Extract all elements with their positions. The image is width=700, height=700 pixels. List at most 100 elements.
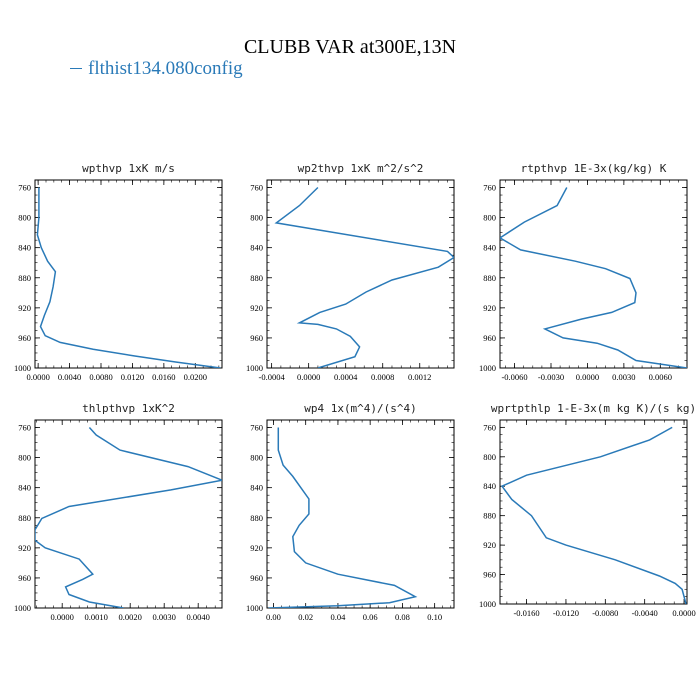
panel-6: wprtpthlp 1-E-3x(m kg K)/(s kg) 760 800 840… (479, 402, 696, 618)
plot-frame (266, 419, 455, 609)
x-tick-label: 0.0040 (187, 612, 210, 622)
y-tick-label: 880 (18, 273, 31, 283)
panel-title: wp2thvp 1xK m^2/s^2 (298, 162, 424, 175)
x-tick-label: 0.0120 (121, 372, 144, 382)
x-tick-label: 0.0000 (297, 372, 320, 382)
y-tick-label: 920 (250, 303, 263, 313)
x-tick-label: 0.0040 (58, 372, 81, 382)
plot-frame (266, 179, 455, 369)
y-tick-label: 880 (250, 513, 263, 523)
y-tick-label: 1000 (246, 363, 263, 373)
x-tick-label: 0.0000 (51, 612, 74, 622)
x-tick-label: 0.04 (330, 612, 346, 622)
y-tick-label: 840 (250, 243, 263, 253)
y-tick-label: 920 (483, 540, 496, 550)
panel-4: thlpthvp 1xK^2 760 800 840 880 920 960 1000 0.00… (14, 402, 223, 622)
x-tick-label: 0.10 (427, 612, 442, 622)
panel-title: wp4 1x(m^4)/(s^4) (304, 402, 417, 415)
x-tick-label: 0.0030 (153, 612, 176, 622)
y-tick-label: 760 (18, 183, 31, 193)
y-tick-label: 800 (483, 213, 496, 223)
y-tick-label: 920 (483, 303, 496, 313)
x-tick-label: 0.0060 (649, 372, 672, 382)
plot-frame (499, 419, 688, 605)
x-tick-label: 0.0008 (371, 372, 394, 382)
y-tick-label: 760 (250, 423, 263, 433)
y-tick-label: 880 (18, 513, 31, 523)
series-line (36, 187, 221, 368)
y-tick-label: 920 (18, 543, 31, 553)
y-tick-label: 760 (18, 423, 31, 433)
y-tick-label: 1000 (479, 363, 496, 373)
y-tick-label: 840 (18, 243, 31, 253)
y-tick-label: 960 (483, 333, 496, 343)
x-tick-label: 0.0020 (119, 612, 142, 622)
y-tick-label: 880 (250, 273, 263, 283)
y-tick-label: 840 (18, 483, 31, 493)
x-tick-label: -0.0004 (259, 372, 286, 382)
y-tick-label: 840 (483, 481, 496, 491)
figure-title: CLUBB VAR at300E,13N (243, 36, 457, 58)
x-tick-label: 0.0012 (408, 372, 431, 382)
x-tick-label: 0.06 (363, 612, 378, 622)
x-tick-label: -0.0060 (501, 372, 527, 382)
y-tick-label: 760 (483, 183, 496, 193)
x-tick-label: -0.0040 (632, 608, 658, 618)
panel-3: rtpthvp 1E-3x(kg/kg) K 760 800 840 880 920 960… (479, 162, 688, 382)
y-tick-label: 800 (18, 453, 31, 463)
x-tick-label: 0.0004 (334, 372, 358, 382)
series-line (268, 427, 418, 608)
y-tick-label: 800 (483, 452, 496, 462)
x-tick-label: -0.0120 (553, 608, 579, 618)
y-tick-label: 840 (483, 243, 496, 253)
y-tick-label: 960 (18, 573, 31, 583)
legend-label: flthist134.080config (88, 58, 243, 79)
y-tick-label: 960 (483, 570, 496, 580)
x-tick-label: 0.0000 (672, 608, 695, 618)
x-tick-label: 0.0000 (26, 372, 49, 382)
y-tick-label: 760 (250, 183, 263, 193)
y-tick-label: 960 (250, 333, 263, 343)
x-tick-label: 0.08 (395, 612, 410, 622)
x-tick-label: 0.0160 (152, 372, 175, 382)
panel-title: wprtpthlp 1-E-3x(m kg K)/(s kg) (491, 402, 696, 415)
legend-line-icon (70, 67, 82, 69)
y-tick-label: 880 (483, 273, 496, 283)
x-tick-label: -0.0160 (513, 608, 539, 618)
y-tick-label: 920 (250, 543, 263, 553)
y-tick-label: 760 (483, 422, 496, 432)
panel-title: thlpthvp 1xK^2 (82, 402, 175, 415)
panel-2: wp2thvp 1xK m^2/s^2 760 800 840 880 920 960 100… (246, 162, 455, 382)
x-tick-label: -0.0030 (538, 372, 564, 382)
series-line (500, 426, 687, 604)
x-tick-label: 0.02 (298, 612, 313, 622)
x-tick-label: 0.0000 (576, 372, 599, 382)
x-tick-label: 0.0200 (184, 372, 207, 382)
x-tick-label: 0.0080 (89, 372, 112, 382)
legend: flthist134.080config (70, 58, 243, 80)
x-tick-label: -0.0080 (592, 608, 618, 618)
y-tick-label: 840 (250, 483, 263, 493)
y-tick-label: 880 (483, 511, 496, 521)
x-tick-label: 0.0030 (612, 372, 635, 382)
plot-frame (499, 179, 688, 369)
plot-frame (34, 419, 223, 609)
y-tick-label: 800 (18, 213, 31, 223)
y-tick-label: 800 (250, 453, 263, 463)
y-tick-label: 800 (250, 213, 263, 223)
y-tick-label: 1000 (14, 603, 31, 613)
y-tick-label: 1000 (14, 363, 31, 373)
panel-1: wpthvp 1xK m/s76080084088092096010000.00… (14, 162, 223, 382)
series-line (274, 186, 454, 368)
plot-frame (34, 179, 223, 369)
y-tick-label: 1000 (246, 603, 263, 613)
series-line (35, 426, 222, 608)
y-tick-label: 1000 (479, 599, 496, 609)
panel-title: rtpthvp 1E-3x(kg/kg) K (521, 162, 667, 175)
x-tick-label: 0.0010 (85, 612, 108, 622)
y-tick-label: 960 (18, 333, 31, 343)
panel-title: wpthvp 1xK m/s (82, 162, 175, 175)
series-line (500, 187, 687, 368)
x-tick-label: 0.00 (266, 612, 281, 622)
